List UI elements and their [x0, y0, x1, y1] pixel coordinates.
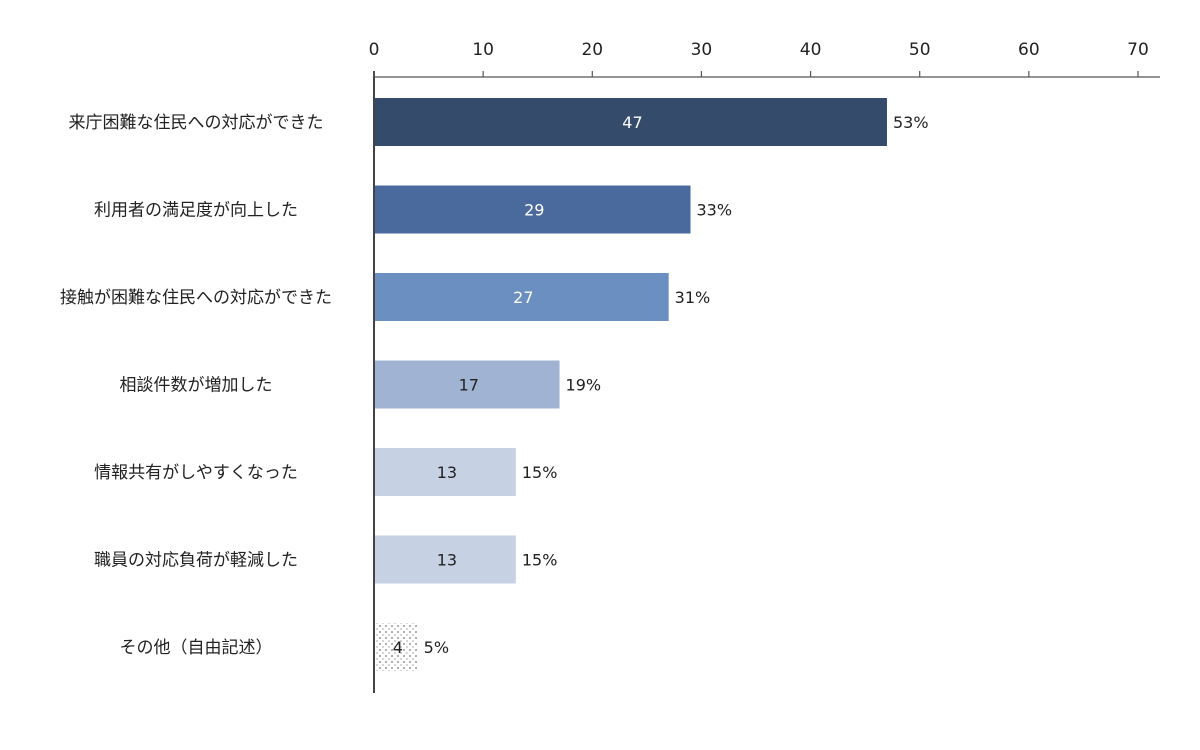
bar-value-label: 47 [622, 113, 642, 132]
category-label: 利用者の満足度が向上した [94, 201, 298, 221]
bar [375, 185, 691, 234]
bar-percent-label: 15% [522, 551, 558, 570]
bar [375, 535, 516, 584]
x-tick-label: 50 [909, 40, 931, 60]
x-tick-label: 20 [581, 40, 603, 60]
x-axis: 0 10 20 30 40 50 60 70 [369, 40, 1160, 693]
x-tick-label: 0 [369, 40, 380, 60]
x-tick-label: 70 [1127, 40, 1149, 60]
category-label: 来庁困難な住民への対応ができた [69, 113, 324, 133]
category-label: 情報共有がしやすくなった [94, 463, 298, 483]
bar [375, 360, 560, 409]
x-tick-label: 60 [1018, 40, 1040, 60]
bars: 47 53% 29 33% 27 31% 17 19% 13 15% 13 15% 4 5% [375, 98, 929, 671]
category-label: 職員の対応負荷が軽減した [94, 551, 298, 571]
bar-value-label: 29 [524, 201, 544, 220]
bar [375, 623, 418, 671]
category-label: 接触が困難な住民への対応ができた [60, 288, 332, 308]
bar-percent-label: 33% [697, 201, 733, 220]
bar [375, 98, 887, 146]
bar [375, 273, 669, 321]
bar-percent-label: 15% [522, 463, 558, 482]
bar-percent-label: 31% [675, 288, 711, 307]
bar-value-label: 4 [393, 638, 403, 657]
bar-value-label: 17 [459, 376, 479, 395]
x-tick-label: 40 [800, 40, 822, 60]
category-label: 相談件数が増加した [120, 376, 273, 396]
bar-percent-label: 53% [893, 113, 929, 132]
bar-percent-label: 19% [566, 376, 602, 395]
category-labels: 来庁困難な住民への対応ができた利用者の満足度が向上した接触が困難な住民への対応が… [60, 113, 332, 658]
bar-value-label: 13 [437, 551, 457, 570]
bar [375, 448, 516, 496]
x-tick-label: 30 [691, 40, 713, 60]
category-label: その他（自由記述） [120, 638, 273, 658]
bar-value-label: 13 [437, 463, 457, 482]
x-tick-label: 10 [472, 40, 494, 60]
bar-value-label: 27 [513, 288, 533, 307]
bar-percent-label: 5% [424, 638, 449, 657]
